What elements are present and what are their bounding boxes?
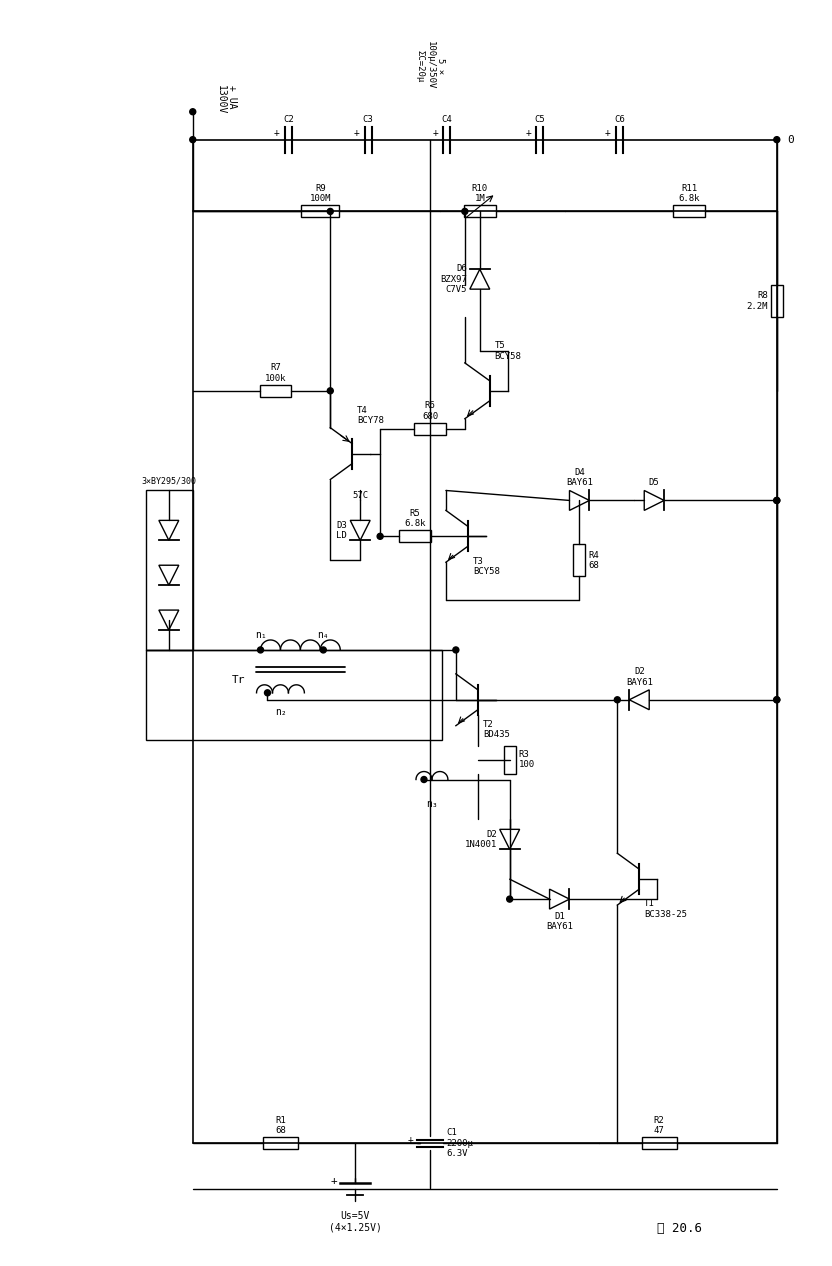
Bar	[260, 385, 291, 396]
Text: T4
BCY78: T4 BCY78	[357, 406, 384, 425]
Text: +: +	[433, 128, 438, 138]
Text: R3
100: R3 100	[518, 749, 535, 770]
Text: +: +	[407, 1134, 413, 1144]
Bar	[573, 544, 586, 576]
Circle shape	[320, 647, 326, 653]
Text: D2
1N4001: D2 1N4001	[464, 829, 497, 849]
Text: T1
BC338-25: T1 BC338-25	[644, 899, 687, 919]
Text: n₂: n₂	[275, 706, 287, 717]
Text: +: +	[274, 128, 280, 138]
Text: R11
6.8k: R11 6.8k	[678, 184, 700, 204]
Text: n₁: n₁	[255, 630, 266, 641]
Text: 57C: 57C	[352, 491, 369, 500]
Text: +: +	[330, 1176, 337, 1186]
Text: C4: C4	[442, 115, 453, 124]
Text: 5 ×
100μ/350V
ΣC=20μ: 5 × 100μ/350V ΣC=20μ	[415, 42, 445, 90]
Circle shape	[453, 647, 459, 653]
Text: n₃: n₃	[426, 799, 438, 809]
Bar	[641, 1137, 676, 1150]
Text: R1
68: R1 68	[275, 1115, 286, 1136]
Bar	[414, 423, 446, 434]
Circle shape	[774, 696, 780, 703]
Circle shape	[614, 696, 621, 703]
Bar	[673, 205, 705, 218]
Text: Us=5V
(4×1.25V): Us=5V (4×1.25V)	[329, 1212, 382, 1233]
Circle shape	[377, 533, 383, 539]
Text: C6: C6	[614, 115, 625, 124]
Text: R6
680: R6 680	[422, 401, 438, 420]
Bar	[146, 649, 442, 739]
Bar	[770, 285, 783, 316]
Bar	[399, 530, 431, 542]
Text: R9
100M: R9 100M	[310, 184, 331, 204]
Bar	[146, 490, 193, 649]
Text: +: +	[605, 128, 611, 138]
Text: T5
BCY58: T5 BCY58	[495, 342, 522, 361]
Text: D3
LD: D3 LD	[336, 520, 347, 541]
Text: +: +	[354, 128, 359, 138]
Text: 3×BY295/300: 3×BY295/300	[141, 476, 196, 485]
Text: R7
100k: R7 100k	[265, 363, 286, 382]
Circle shape	[421, 776, 427, 782]
Text: 0: 0	[787, 134, 794, 144]
Text: C5: C5	[534, 115, 545, 124]
Text: +: +	[525, 128, 531, 138]
Text: D6
BZX97
C7V5: D6 BZX97 C7V5	[440, 265, 467, 294]
Circle shape	[774, 137, 780, 143]
Circle shape	[462, 209, 468, 214]
Text: T2
BD435: T2 BD435	[483, 720, 510, 739]
Text: T3
BCY58: T3 BCY58	[473, 557, 500, 576]
Bar	[463, 205, 496, 218]
Text: D1
BAY61: D1 BAY61	[546, 912, 573, 932]
Text: R5
6.8k: R5 6.8k	[404, 509, 426, 528]
Circle shape	[258, 647, 264, 653]
Circle shape	[190, 137, 196, 143]
Text: D5: D5	[649, 479, 660, 487]
Text: C1
2200μ
6.3V: C1 2200μ 6.3V	[446, 1128, 473, 1158]
Bar	[503, 746, 516, 774]
Circle shape	[327, 387, 334, 394]
Text: C2: C2	[283, 115, 294, 124]
Circle shape	[190, 109, 196, 115]
Circle shape	[327, 209, 334, 214]
Circle shape	[507, 896, 513, 903]
Text: R8
2.2M: R8 2.2M	[746, 291, 768, 311]
Bar	[301, 205, 339, 218]
Circle shape	[774, 498, 780, 504]
Text: 图 20.6: 图 20.6	[656, 1222, 701, 1234]
Circle shape	[265, 690, 270, 696]
Circle shape	[774, 498, 780, 504]
Text: R2
47: R2 47	[654, 1115, 665, 1136]
Text: Tr: Tr	[232, 675, 245, 685]
Circle shape	[774, 696, 780, 703]
Text: R10
1M: R10 1M	[472, 184, 488, 204]
Text: D2
BAY61: D2 BAY61	[626, 667, 652, 687]
Text: + UA
1300V: + UA 1300V	[215, 85, 237, 114]
Text: n₄: n₄	[318, 630, 329, 641]
Text: D4
BAY61: D4 BAY61	[566, 468, 593, 487]
Text: C3: C3	[363, 115, 374, 124]
Text: R4
68: R4 68	[588, 551, 599, 570]
Bar	[263, 1137, 298, 1150]
